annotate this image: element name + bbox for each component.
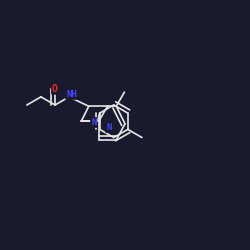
- Text: NH: NH: [66, 90, 77, 99]
- Text: O: O: [52, 84, 58, 94]
- Text: N: N: [91, 118, 96, 127]
- Text: N: N: [106, 123, 112, 132]
